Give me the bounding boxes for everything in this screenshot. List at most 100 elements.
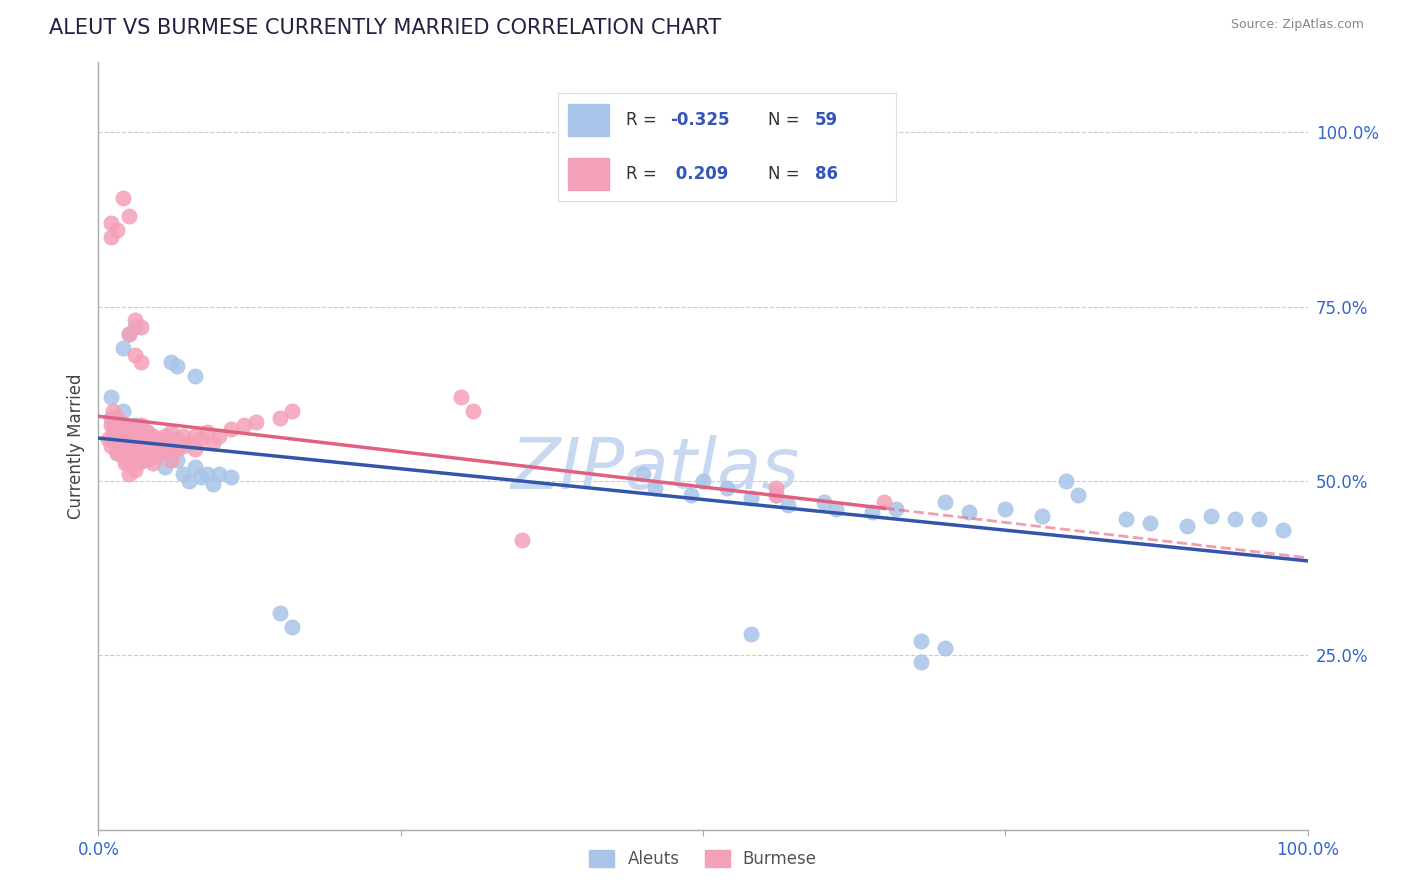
- Point: [114, 457, 136, 471]
- Point: [129, 435, 152, 450]
- Point: [142, 442, 165, 457]
- Point: [100, 390, 122, 404]
- Point: [1067, 488, 1090, 502]
- Point: [692, 474, 714, 488]
- Point: [1031, 508, 1053, 523]
- Point: [145, 435, 167, 450]
- Point: [160, 453, 183, 467]
- Point: [184, 369, 207, 384]
- Point: [190, 470, 212, 484]
- Point: [121, 435, 143, 450]
- Point: [1223, 512, 1246, 526]
- Point: [124, 463, 146, 477]
- Point: [100, 411, 122, 425]
- Point: [873, 495, 896, 509]
- Point: [166, 442, 188, 457]
- Point: [142, 428, 165, 442]
- Point: [100, 216, 122, 230]
- Point: [179, 435, 201, 450]
- Point: [101, 425, 124, 439]
- Point: [208, 428, 231, 442]
- Point: [118, 446, 141, 460]
- Point: [172, 428, 194, 442]
- Point: [886, 501, 908, 516]
- Point: [166, 453, 188, 467]
- Point: [716, 481, 738, 495]
- Y-axis label: Currently Married: Currently Married: [66, 373, 84, 519]
- Point: [166, 359, 188, 373]
- Point: [765, 488, 787, 502]
- Point: [127, 442, 149, 457]
- Point: [121, 457, 143, 471]
- Point: [118, 327, 141, 342]
- Point: [145, 446, 167, 460]
- Point: [114, 442, 136, 457]
- Point: [100, 418, 122, 433]
- Text: ZIPatlas: ZIPatlas: [510, 434, 799, 503]
- Point: [111, 191, 134, 205]
- Point: [994, 501, 1017, 516]
- Point: [118, 209, 141, 223]
- Point: [132, 442, 155, 457]
- Point: [1139, 516, 1161, 530]
- Point: [153, 459, 176, 474]
- Point: [644, 481, 666, 495]
- Point: [232, 418, 254, 433]
- Point: [108, 418, 131, 433]
- Point: [1115, 512, 1137, 526]
- Point: [172, 467, 194, 481]
- Point: [135, 425, 157, 439]
- Point: [124, 435, 146, 450]
- Point: [765, 488, 787, 502]
- Point: [100, 439, 122, 453]
- Point: [127, 446, 149, 460]
- Point: [510, 533, 533, 548]
- Point: [129, 418, 152, 433]
- Point: [740, 491, 762, 506]
- Point: [101, 432, 124, 446]
- Point: [190, 432, 212, 446]
- Text: Source: ZipAtlas.com: Source: ZipAtlas.com: [1230, 18, 1364, 31]
- Point: [114, 428, 136, 442]
- Point: [776, 498, 799, 512]
- Point: [179, 474, 201, 488]
- Point: [1054, 474, 1077, 488]
- Point: [463, 404, 485, 418]
- Point: [740, 627, 762, 641]
- Point: [129, 355, 152, 369]
- Point: [208, 467, 231, 481]
- Point: [124, 432, 146, 446]
- Point: [825, 501, 848, 516]
- Point: [160, 355, 183, 369]
- Point: [124, 418, 146, 433]
- Point: [202, 435, 225, 450]
- Point: [910, 655, 932, 669]
- Point: [142, 457, 165, 471]
- Point: [202, 477, 225, 491]
- Point: [111, 450, 134, 464]
- Point: [118, 327, 141, 342]
- Point: [631, 467, 654, 481]
- Point: [1249, 512, 1271, 526]
- Point: [148, 432, 170, 446]
- Point: [108, 442, 131, 457]
- Point: [153, 442, 176, 457]
- Point: [281, 620, 304, 634]
- Point: [138, 435, 160, 450]
- Point: [127, 457, 149, 471]
- Point: [153, 428, 176, 442]
- Point: [172, 439, 194, 453]
- Point: [160, 446, 183, 460]
- Point: [160, 439, 183, 453]
- Point: [1272, 523, 1295, 537]
- Point: [184, 442, 207, 457]
- Point: [184, 459, 207, 474]
- Point: [105, 223, 128, 237]
- Point: [134, 453, 156, 467]
- Point: [103, 415, 125, 429]
- Point: [111, 435, 134, 450]
- Point: [111, 425, 134, 439]
- Point: [105, 425, 128, 439]
- Point: [145, 450, 167, 464]
- Point: [269, 411, 291, 425]
